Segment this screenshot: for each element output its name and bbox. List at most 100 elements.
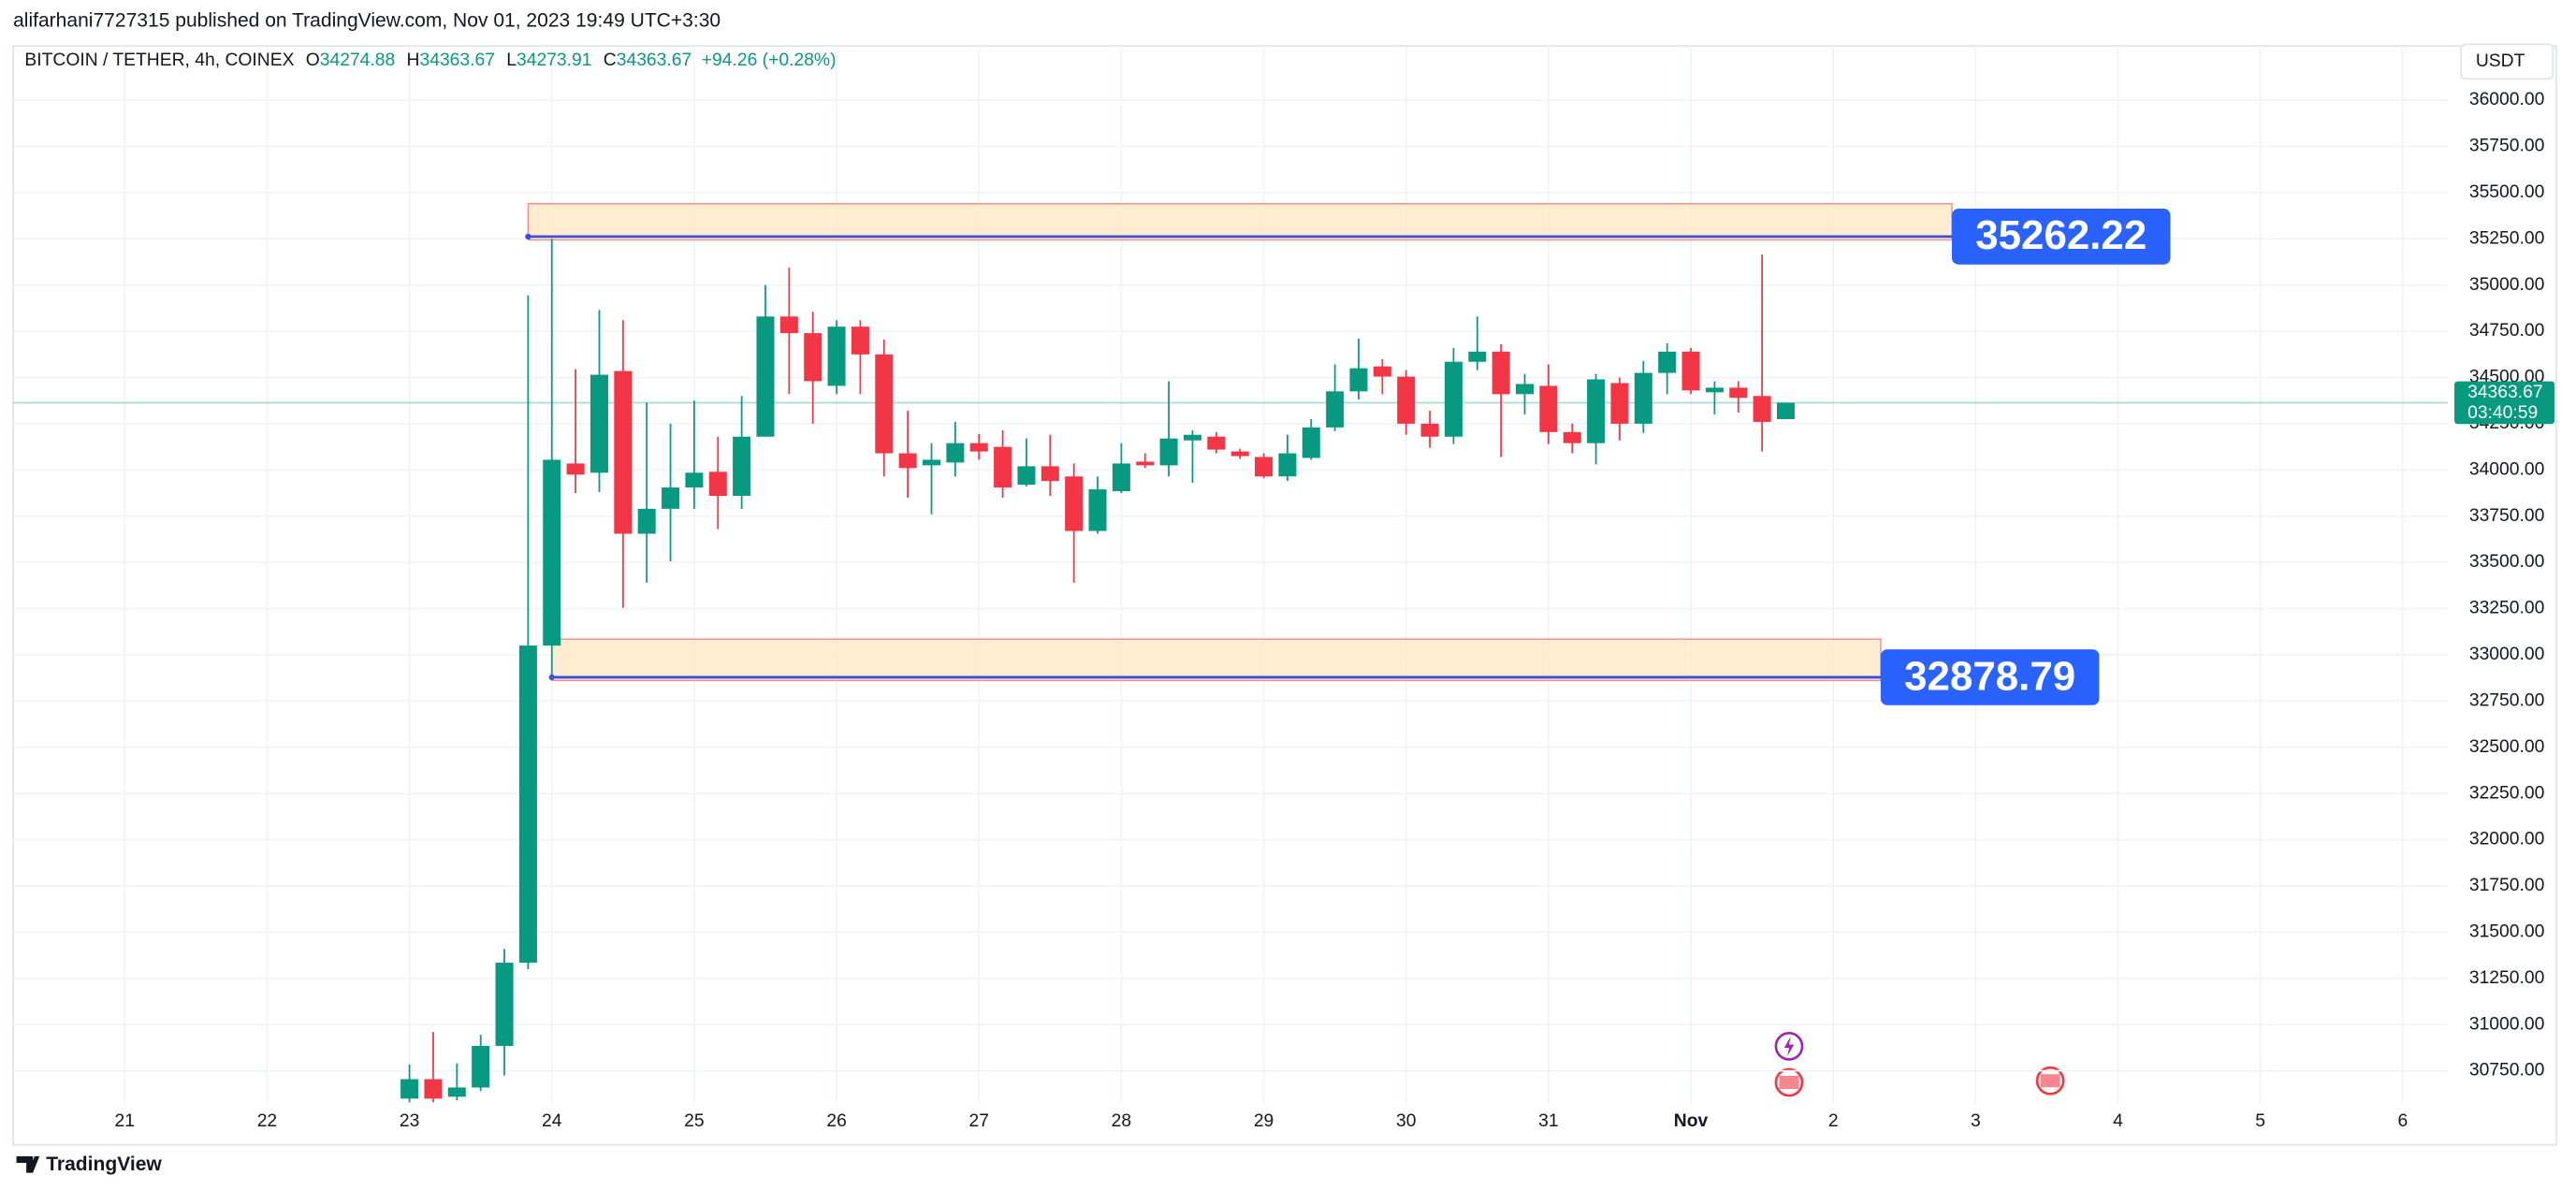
candle-body [733,436,751,497]
y-tick-label: 35500.00 [2469,182,2545,202]
candle-body [495,963,514,1046]
candle-body [1397,376,1416,424]
y-tick-label: 33500.00 [2469,552,2545,572]
x-tick-label: 22 [257,1111,277,1131]
ohlc-letter: O [306,51,320,70]
y-tick-label: 31500.00 [2469,922,2545,942]
level-label-box [1951,209,2171,265]
event-icon-glyph [2040,1074,2060,1088]
y-tick-label: 36000.00 [2469,90,2545,109]
candle-body [685,472,704,488]
level-anchor [548,674,555,681]
candle-body [1634,372,1652,424]
candle-body [1017,466,1036,486]
y-tick-label: 32250.00 [2469,783,2545,803]
candle-body [424,1079,443,1099]
candle-body [1230,451,1249,457]
candle-body [1112,463,1130,492]
candle-body [1088,489,1107,531]
candle-body [543,459,561,646]
y-tick-label: 32750.00 [2469,690,2545,710]
zone [551,638,1882,682]
published-note: alifarhani7727315 published on TradingVi… [13,9,720,31]
chart-title: BITCOIN / TETHER, 4h, COINEX O34274.88 H34… [24,51,836,70]
candle-body [1159,438,1178,466]
x-tick-label: 24 [542,1111,562,1131]
zone [527,203,1953,241]
x-tick-label: Nov [1674,1111,1709,1131]
candle-body [851,327,869,355]
candle-body [1207,436,1226,450]
level-anchor [525,233,531,240]
candle-body [946,443,965,463]
candle-body [994,446,1012,488]
candle-body [662,487,680,509]
y-tick-label: 30750.00 [2469,1061,2545,1081]
candle-body [1255,457,1273,477]
brand-logo [16,1156,40,1173]
ohlc-letter: L [506,51,517,70]
change: +94.26 (+0.28%) [702,51,837,70]
x-tick-label: 27 [969,1111,989,1131]
x-tick-label: 2 [1828,1111,1839,1131]
candle-body [1776,402,1795,420]
candle-body [969,443,988,452]
candle-body [637,508,656,534]
candle-body [1444,361,1463,437]
x-tick-label: 26 [826,1111,846,1131]
x-tick-label: 25 [684,1111,704,1131]
currency-box[interactable] [2460,43,2554,80]
x-tick-label: 4 [2113,1111,2123,1131]
y-tick-label: 33250.00 [2469,599,2545,618]
x-tick-label: 30 [1396,1111,1416,1131]
candle-body [1302,427,1320,458]
candle-body [1753,396,1771,422]
x-tick-label: 31 [1538,1111,1558,1131]
y-tick-label: 31000.00 [2469,1014,2545,1034]
candle-body [1516,384,1535,395]
event-icon-glyph [1783,1036,1795,1056]
y-tick-label: 33000.00 [2469,645,2545,664]
candle-body [1349,368,1368,392]
currency-label[interactable]: USDT [2476,51,2525,71]
candle-body [1539,385,1558,432]
x-tick-label: 23 [400,1111,419,1131]
y-tick-label: 31750.00 [2469,876,2545,895]
ohlc-value: 34363.67 [617,51,692,70]
candle-body [1326,391,1345,428]
y-tick-label: 35250.00 [2469,228,2545,248]
x-tick-label: 6 [2397,1111,2408,1131]
y-tick-label: 32000.00 [2469,830,2545,849]
x-tick-label: 3 [1971,1111,1981,1131]
symbol: BITCOIN / TETHER, 4h, COINEX [24,51,294,70]
y-tick-label: 35000.00 [2469,275,2545,295]
y-tick-label: 34750.00 [2469,321,2545,341]
x-tick-label: 29 [1254,1111,1273,1131]
candle-body [756,316,775,437]
candle-body [447,1087,466,1097]
event-icon-glyph [1779,1075,1799,1090]
candle-body [1065,476,1084,531]
candle-body [1420,423,1439,437]
candle-body [1041,466,1059,482]
ohlc-letter: H [407,51,420,70]
candle-body [566,463,585,475]
candle-body [804,333,822,382]
candle-body [614,370,633,534]
candle-body [589,374,608,473]
candle-body [1373,366,1391,377]
y-tick-label: 31250.00 [2469,968,2545,988]
candle-body [518,646,537,964]
y-tick-label: 34000.00 [2469,459,2545,479]
brand-name: TradingView [46,1154,162,1175]
candle-body [923,459,941,466]
candle-body [472,1045,490,1088]
candle-body [1681,351,1700,391]
level-label-box [1880,649,2100,705]
ohlc-value: 34273.91 [517,51,592,70]
candle-body [1278,453,1297,477]
candle-body [1705,387,1724,393]
